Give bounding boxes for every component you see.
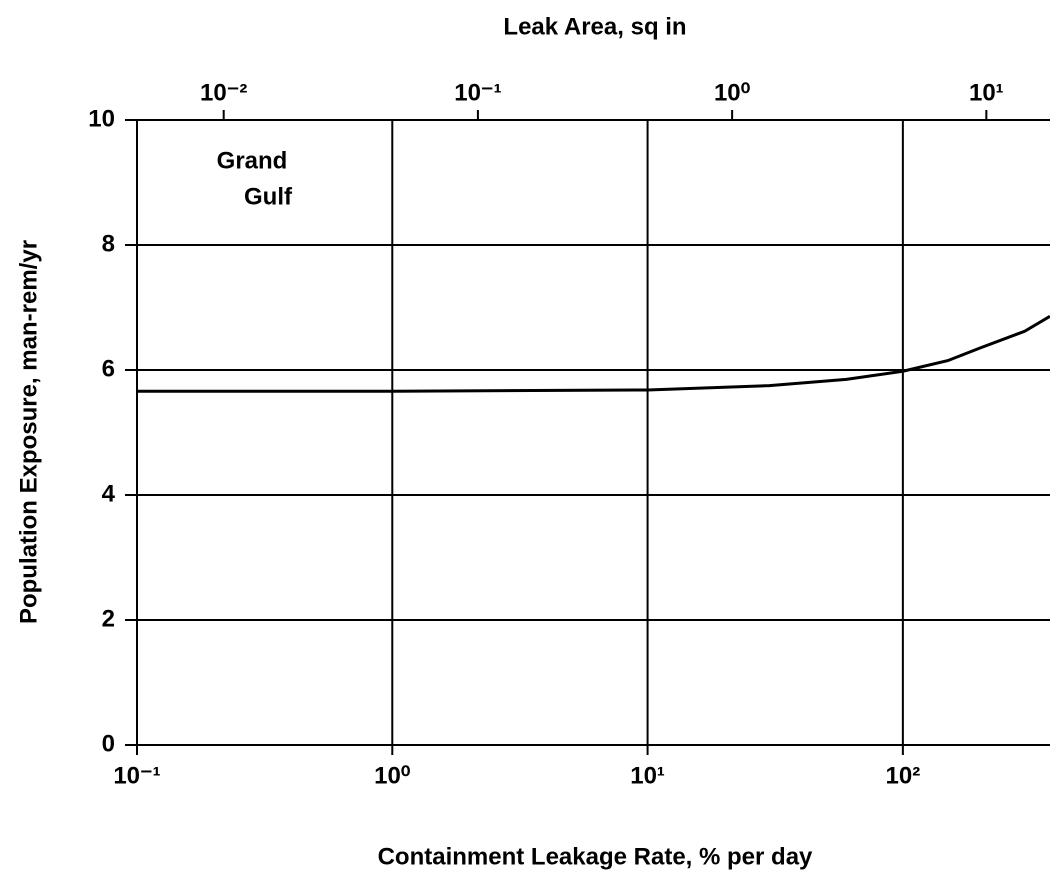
x-tick-label: 10¹ (630, 762, 665, 789)
y-tick-label: 6 (102, 355, 115, 382)
annotation: Gulf (244, 183, 293, 210)
x2-tick-label: 10⁻¹ (454, 79, 501, 106)
annotation: Grand (217, 147, 288, 174)
y-tick-label: 0 (102, 730, 115, 757)
data-line (137, 314, 1050, 393)
x-tick-label: 10⁰ (374, 762, 411, 789)
y-axis-label: Population Exposure, man-rem/yr (15, 240, 42, 624)
x2-tick-label: 10⁻² (200, 79, 247, 106)
x2-tick-label: 10⁰ (714, 79, 751, 106)
y-tick-label: 8 (102, 230, 115, 257)
x-tick-label: 10⁻¹ (113, 762, 160, 789)
x-tick-label: 10² (886, 762, 921, 789)
y-tick-label: 4 (102, 480, 116, 507)
x-axis-label: Containment Leakage Rate, % per day (378, 843, 813, 870)
y-tick-label: 2 (102, 605, 115, 632)
x2-tick-label: 10¹ (969, 79, 1004, 106)
top-axis-title: Leak Area, sq in (503, 13, 686, 40)
y-tick-label: 10 (88, 105, 115, 132)
